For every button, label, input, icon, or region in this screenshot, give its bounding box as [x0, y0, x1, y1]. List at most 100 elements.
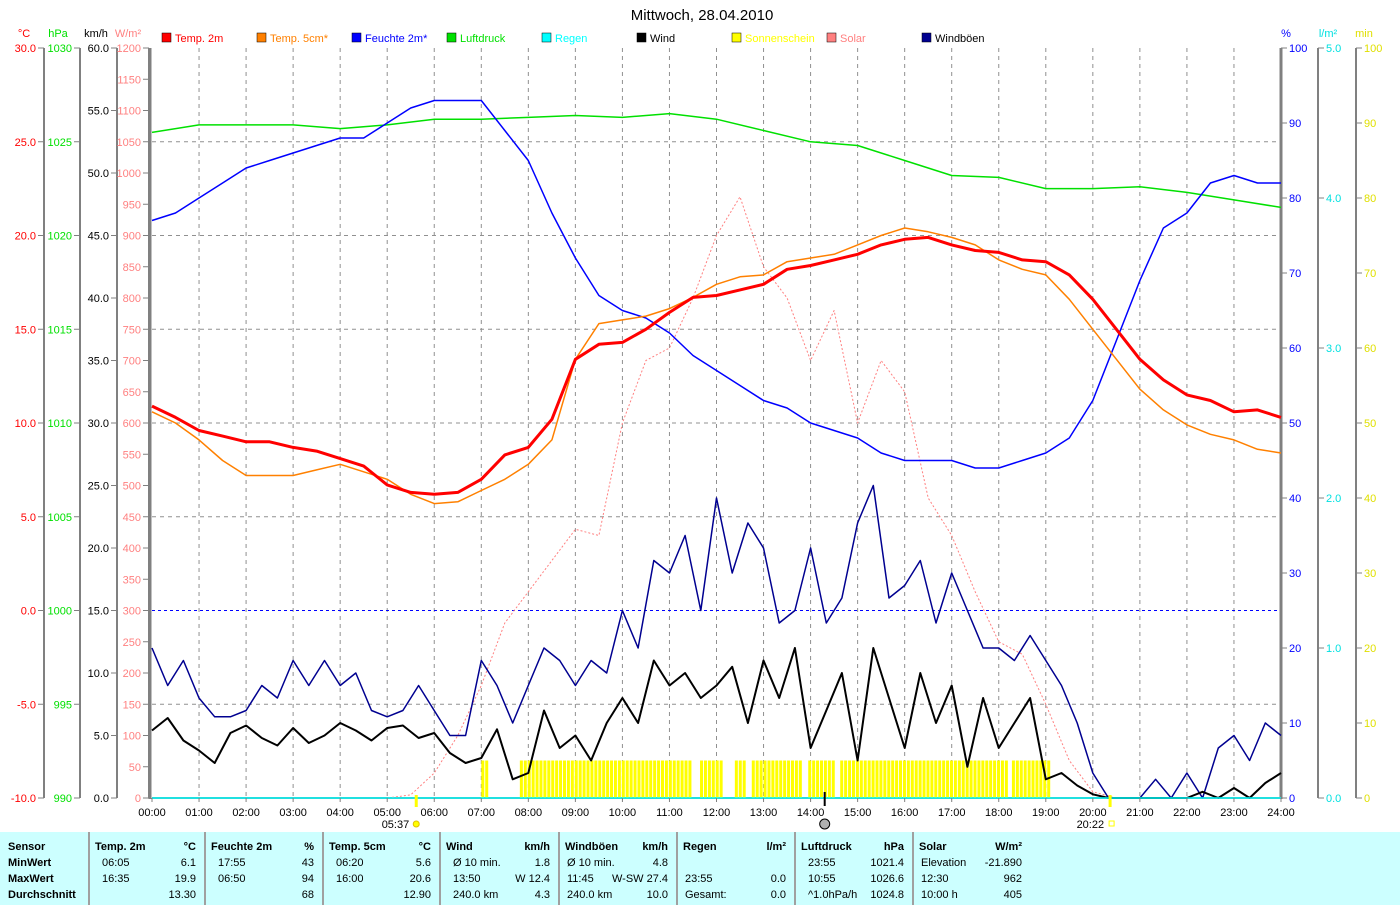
sunshine-bar: [863, 760, 867, 798]
sunshine-bar: [562, 760, 566, 798]
sunshine-bar: [812, 760, 816, 798]
sunshine-bar: [895, 760, 899, 798]
x-tick-label: 15:00: [844, 807, 872, 819]
sunshine-bar: [645, 760, 649, 798]
temp-axis-unit: °C: [18, 28, 30, 40]
stats-cell-time: 240.0 km: [453, 889, 499, 901]
sunshine-bar: [844, 760, 848, 798]
solar-tick-label: 0: [135, 793, 141, 805]
sunshine-bar: [819, 760, 823, 798]
sunshine-tick-label: 100: [1364, 43, 1382, 55]
stats-row-label: MaxWert: [8, 873, 54, 885]
sunshine-bar: [570, 760, 574, 798]
legend-label-temp5cm: Temp. 5cm*: [270, 33, 329, 45]
stats-column-unit: hPa: [883, 841, 904, 853]
chart-title: Mittwoch, 28.04.2010: [631, 7, 774, 24]
wind-tick-label: 0.0: [94, 793, 109, 805]
stats-cell-value: W 12.4: [515, 873, 550, 885]
sunshine-bar: [965, 760, 969, 798]
rain-tick-label: 2.0: [1326, 493, 1341, 505]
stats-column-3: Wind km/h Ø 10 min. 1.8 13:50 W 12.4 240.0 km 4…: [441, 832, 560, 905]
stats-sensor-column: Sensor MinWert MaxWert Durchschnitt: [0, 832, 90, 905]
sunshine-bar: [961, 760, 965, 798]
wind-tick-label: 15.0: [88, 606, 109, 618]
moon-phase-icon: [819, 818, 831, 830]
sunshine-bar: [481, 760, 485, 798]
solar-axis-unit: W/m²: [115, 28, 142, 40]
x-tick-label: 00:00: [138, 807, 166, 819]
sunshine-bar: [816, 760, 820, 798]
stats-column-name: Windböen: [565, 841, 619, 853]
sunshine-bar: [1035, 760, 1039, 798]
rain-tick-label: 1.0: [1326, 643, 1341, 655]
statistics-table: Sensor MinWert MaxWert Durchschnitt Temp. 2m…: [0, 832, 1400, 905]
solar-tick-label: 300: [123, 606, 141, 618]
weather-chart: Mittwoch, 28.04.2010 °C -10.0 -5.0 0.0 5.0 10…: [11, 7, 1382, 831]
stats-column-unit: %: [304, 841, 314, 853]
temp-tick-label: -10.0: [11, 793, 36, 805]
sunshine-tick-label: 20: [1364, 643, 1376, 655]
x-tick-label: 19:00: [1032, 807, 1060, 819]
solar-tick-label: 650: [123, 387, 141, 399]
x-tick-label: 20:00: [1079, 807, 1107, 819]
sunshine-bar: [938, 760, 942, 798]
stats-column-name: Regen: [683, 841, 717, 853]
sunshine-bar: [771, 760, 775, 798]
sunshine-bar: [918, 760, 922, 798]
temp-tick-label: 15.0: [15, 324, 36, 336]
stats-column-name: Temp. 5cm: [329, 841, 386, 853]
stats-cell-time: 11:45: [567, 873, 594, 885]
humidity-tick-label: 70: [1289, 268, 1301, 280]
legend-label-humidity: Feuchte 2m*: [365, 33, 428, 45]
sunshine-bar: [787, 760, 791, 798]
sunshine-bar: [902, 760, 906, 798]
series-line-temp5cm: [151, 227, 1282, 505]
sunshine-bar: [997, 760, 1001, 798]
sunshine-bar: [660, 760, 664, 798]
stats-row-label: Durchschnitt: [8, 889, 76, 901]
solar-tick-label: 250: [123, 637, 141, 649]
sunshine-bar: [551, 760, 555, 798]
solar-tick-label: 200: [123, 668, 141, 680]
legend: Temp. 2m Temp. 5cm* Feuchte 2m* Luftdruck Re…: [161, 32, 985, 45]
stats-column-unit: l/m²: [766, 841, 786, 853]
stats-column-name: Solar: [919, 841, 947, 853]
series-line-pressure: [151, 112, 1282, 209]
stats-column-7: Solar W/m² Elevation -21.890 12:30 962 10:00 h…: [914, 832, 1030, 905]
sunshine-bar: [827, 760, 831, 798]
pressure-tick-label: 1020: [48, 231, 72, 243]
sunshine-bar: [775, 760, 779, 798]
x-tick-label: 17:00: [938, 807, 966, 819]
x-tick-label: 21:00: [1126, 807, 1154, 819]
sunshine-bar: [977, 760, 981, 798]
stats-column-0: Temp. 2m °C 06:05 6.1 16:35 19.9 13.30: [90, 832, 206, 905]
x-tick-label: 04:00: [326, 807, 354, 819]
sunset-icon: [1108, 820, 1115, 827]
sunshine-bar: [899, 760, 903, 798]
sunshine-bar: [539, 760, 543, 798]
pressure-tick-label: 1015: [48, 324, 72, 336]
sunshine-bar: [783, 760, 787, 798]
sunshine-tick-label: 70: [1364, 268, 1376, 280]
sunshine-bar: [993, 760, 997, 798]
temp-tick-label: 5.0: [21, 512, 36, 524]
sunshine-bar: [855, 760, 859, 798]
solar-tick-label: 750: [123, 324, 141, 336]
humidity-tick-label: 80: [1289, 193, 1301, 205]
sunshine-bars: [481, 760, 1051, 798]
sunshine-bar: [617, 760, 621, 798]
stats-cell-time: Gesamt:: [685, 889, 727, 901]
stats-cell-value: 962: [1003, 873, 1022, 885]
stats-cell-time: Elevation: [921, 857, 967, 869]
solar-tick-label: 600: [123, 418, 141, 430]
stats-cell-value: 4.8: [652, 857, 668, 869]
stats-column-unit: W/m²: [995, 841, 1022, 853]
sunshine-bar: [649, 760, 653, 798]
sunshine-bar: [742, 760, 746, 798]
humidity-tick-label: 100: [1289, 43, 1307, 55]
sunshine-bar: [738, 760, 742, 798]
x-tick-label: 06:00: [420, 807, 448, 819]
stats-cell-value: 1024.8: [870, 889, 904, 901]
x-tick-label: 01:00: [185, 807, 213, 819]
sunshine-axis-unit: min: [1355, 28, 1373, 40]
